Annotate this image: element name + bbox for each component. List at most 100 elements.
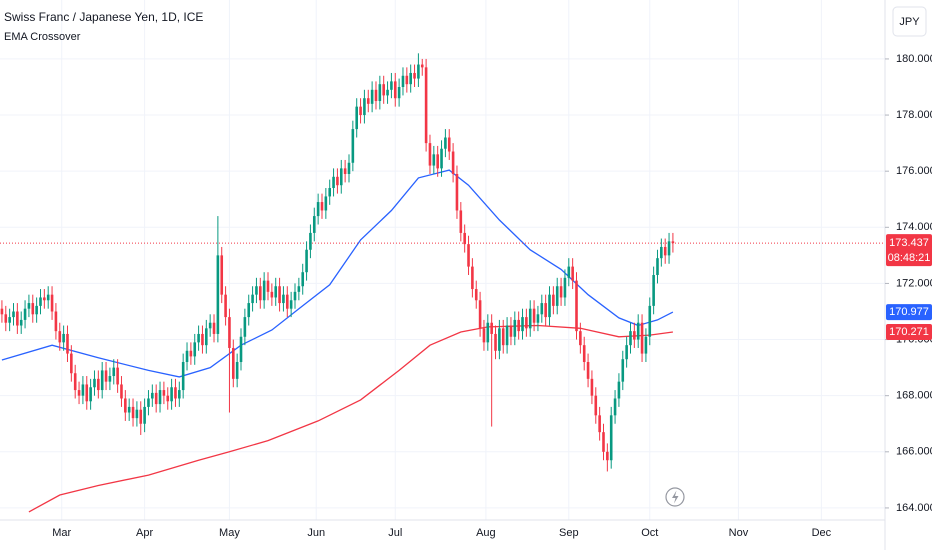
candle-body [243, 317, 247, 337]
axes: 164.000166.000168.000170.000172.000174.0… [52, 53, 932, 539]
candle-body [282, 294, 285, 304]
candle-body [289, 300, 293, 309]
y-tick-label: 168.000 [896, 390, 932, 402]
candle-body [509, 325, 513, 337]
candle-body [528, 308, 532, 329]
candle-body [104, 370, 108, 382]
candle-body [351, 129, 355, 163]
indicator-lines [0, 169, 885, 513]
candle-body [602, 432, 605, 452]
candle-body [97, 378, 100, 391]
currency-label[interactable]: JPY [899, 16, 920, 28]
candle-body [212, 322, 216, 334]
candle-body [644, 336, 648, 354]
candle-body [139, 409, 143, 424]
x-tick-label: Apr [136, 527, 153, 539]
candle-body [463, 232, 466, 245]
candle-body [571, 266, 574, 281]
candle-body [521, 317, 524, 332]
candle-body [224, 294, 227, 318]
candle-body [162, 390, 166, 396]
candle-body [432, 154, 436, 166]
currency-button[interactable] [892, 6, 927, 37]
candle-body [58, 331, 62, 343]
candle-body [247, 303, 251, 318]
candle-body [386, 89, 389, 96]
candle-body [201, 333, 204, 346]
candle-body [517, 319, 520, 332]
candle-body [343, 168, 347, 174]
candle-body [293, 291, 297, 301]
candle-body [586, 362, 590, 379]
candle-body [19, 319, 23, 326]
ema-line [1, 169, 674, 378]
y-tick-label: 166.000 [896, 446, 932, 458]
candle-body [656, 258, 659, 276]
candle-body [451, 151, 455, 174]
y-tick-label: 178.000 [896, 109, 932, 121]
x-tick-label: Aug [476, 527, 496, 539]
candle-body [108, 376, 112, 382]
candle-body [309, 232, 312, 250]
candle-body [629, 331, 632, 346]
x-tick-label: May [219, 527, 240, 539]
candle-body [27, 303, 31, 309]
candle-body [181, 362, 185, 391]
candle-body [251, 294, 254, 304]
candle-body [478, 300, 482, 329]
candle-body [409, 72, 412, 85]
candle-body [378, 84, 382, 102]
candle-body [120, 384, 123, 399]
candle-body [112, 367, 116, 377]
candle-body [100, 370, 104, 391]
grid [0, 0, 885, 520]
candle-body [594, 395, 598, 416]
candle-body [393, 81, 397, 99]
candle-body [405, 75, 409, 85]
candle-body [494, 333, 497, 351]
replay-icon[interactable] [665, 487, 685, 507]
candle-body [124, 398, 127, 413]
candle-body [660, 246, 663, 259]
candle-body [640, 322, 644, 354]
candle-body [270, 291, 274, 298]
candle-body [382, 84, 385, 96]
candle-body [617, 381, 621, 399]
candle-body [652, 275, 655, 306]
candle-body [305, 249, 308, 273]
candle-body [540, 303, 544, 315]
candle-body [255, 286, 258, 295]
candle-body [73, 373, 77, 391]
ema-price-tag [886, 323, 932, 340]
candle-body [147, 398, 150, 407]
candle-body [266, 280, 270, 292]
candle-body [555, 286, 559, 306]
candle-body [471, 266, 474, 290]
candle-body [498, 328, 501, 351]
candle-body [575, 280, 578, 332]
candle-body [598, 415, 601, 433]
candle-body [258, 286, 262, 301]
candle-body [312, 216, 316, 233]
candle-body [428, 143, 432, 166]
candle-body [636, 322, 640, 340]
candle-body [501, 328, 505, 346]
x-tick-label: Oct [641, 527, 658, 539]
candle-body [131, 406, 135, 419]
candle-body [143, 406, 146, 424]
candle-body [208, 322, 212, 329]
candle-body [366, 98, 370, 104]
candle-body [663, 246, 667, 256]
y-tick-label: 180.000 [896, 53, 932, 65]
candle-body [285, 294, 289, 309]
candle-body [12, 311, 15, 318]
candle-body [490, 322, 493, 334]
candle-body [486, 322, 490, 343]
candle-body [633, 331, 636, 340]
candle-body [39, 297, 42, 306]
ema-price-label: 170.271 [889, 326, 929, 338]
candle-body [16, 311, 19, 326]
candle-body [667, 241, 671, 256]
candle-body [301, 272, 305, 287]
